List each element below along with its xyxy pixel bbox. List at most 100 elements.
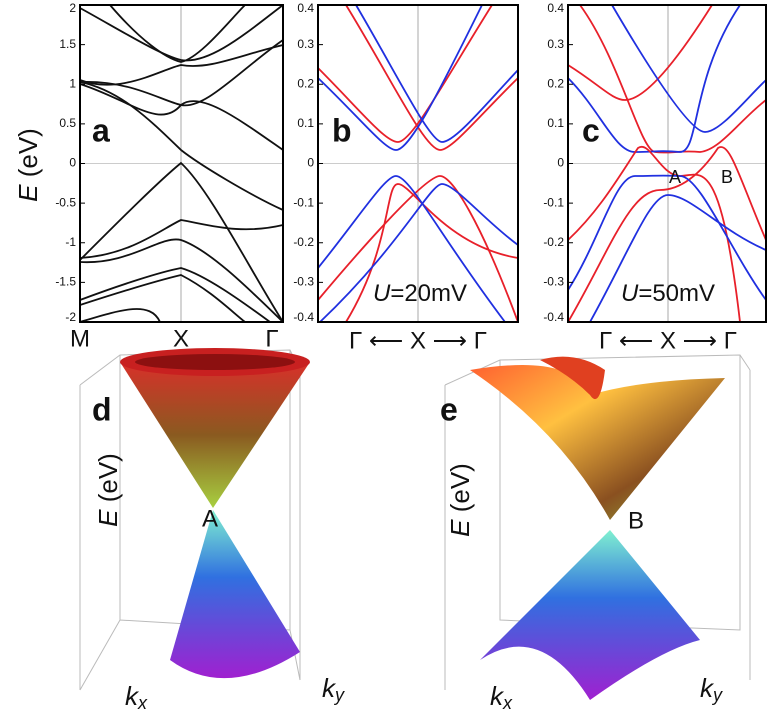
- annotation: U=50mV: [621, 280, 715, 307]
- y-tick-label: 0.3: [547, 37, 564, 51]
- band: [79, 81, 284, 211]
- y-tick-label: -0.2: [293, 235, 314, 249]
- x-tick-label: M: [70, 325, 90, 352]
- k-label: kx: [490, 681, 513, 713]
- band: [355, 4, 519, 143]
- y-tick-label: -0.2: [543, 235, 564, 249]
- y-tick-label: -0.4: [543, 310, 564, 324]
- annotation-var: U: [621, 280, 639, 307]
- y-tick-label: -0.3: [543, 275, 564, 289]
- point-label: A: [202, 505, 218, 532]
- upper-surface: [470, 365, 725, 520]
- panel-label: a: [92, 112, 110, 148]
- k-label: ky: [700, 673, 723, 705]
- band: [79, 267, 271, 323]
- y-axis-unit: (eV): [13, 128, 43, 177]
- y-tick-label: -2: [65, 310, 76, 324]
- panel-b-bands: [317, 4, 519, 323]
- band: [579, 4, 767, 154]
- band: [79, 161, 284, 323]
- band: [79, 238, 284, 323]
- panel-d-surface: [79, 348, 310, 691]
- y-tick-label: 1.5: [59, 37, 76, 51]
- y-axis-label: E (eV): [13, 128, 43, 202]
- y-axis-label: E (eV): [93, 453, 123, 527]
- band: [317, 4, 493, 143]
- y-tick-label: 0.5: [59, 116, 76, 130]
- band: [79, 4, 284, 62]
- panel-e-surface: [444, 354, 751, 700]
- point-label: B: [721, 167, 733, 187]
- point-label: A: [669, 167, 681, 187]
- band: [567, 4, 741, 153]
- band: [567, 174, 767, 301]
- y-tick-label: 0.3: [297, 37, 314, 51]
- k-sub: x: [137, 693, 148, 713]
- y-axis-var: E: [445, 519, 475, 537]
- y-tick-label: -0.1: [293, 195, 314, 209]
- band: [589, 194, 767, 323]
- y-axis-unit: (eV): [93, 453, 123, 502]
- k-sub: y: [333, 685, 345, 705]
- lower-surface: [480, 530, 700, 700]
- k-sub: x: [502, 693, 513, 713]
- y-tick-label: 0.4: [547, 1, 564, 15]
- panel-a-bands: [79, 4, 284, 323]
- y-tick-label: -0.4: [293, 310, 314, 324]
- band: [317, 175, 519, 323]
- x-tick-label: X: [173, 325, 189, 352]
- band: [567, 4, 713, 101]
- band: [317, 4, 483, 151]
- y-tick-label: 0.1: [547, 116, 564, 130]
- x-tick-label: Γ: [265, 325, 278, 352]
- annotation-text: =20mV: [390, 280, 467, 307]
- annotation-text: =50mV: [638, 280, 715, 307]
- upper-cone: [120, 362, 310, 508]
- y-tick-label: 0.4: [297, 1, 314, 15]
- y-tick-label: 2: [69, 1, 76, 15]
- band: [79, 308, 161, 323]
- y-axis-var: E: [93, 509, 123, 527]
- panel-label: b: [332, 112, 352, 148]
- box: [444, 354, 751, 690]
- band: [109, 4, 246, 63]
- y-tick-label: -1: [65, 235, 76, 249]
- band: [567, 145, 741, 323]
- band: [79, 44, 284, 86]
- panel-label: c: [582, 112, 600, 148]
- y-tick-label: -0.5: [55, 195, 76, 209]
- k-label: ky: [322, 673, 345, 705]
- band: [345, 4, 519, 151]
- point-label: B: [628, 507, 644, 534]
- k-label: kx: [125, 681, 148, 713]
- annotation: U=20mV: [373, 280, 467, 307]
- lower-cone: [170, 510, 300, 679]
- band: [611, 4, 767, 133]
- y-axis-unit: (eV): [445, 463, 475, 512]
- y-axis-var: E: [13, 184, 43, 202]
- k-sub: y: [711, 685, 723, 705]
- x-axis-label: Γ ⟵ X ⟶ Γ: [349, 327, 487, 354]
- band: [319, 183, 519, 323]
- band: [567, 146, 767, 323]
- annotation-var: U: [373, 280, 391, 307]
- x-axis-label: Γ ⟵ X ⟶ Γ: [599, 327, 737, 354]
- y-tick-label: -0.3: [293, 275, 314, 289]
- y-tick-label: 0.2: [297, 76, 314, 90]
- y-axis-label: E (eV): [445, 463, 475, 537]
- y-tick-label: 0: [69, 156, 76, 170]
- band: [79, 219, 284, 259]
- k-base: k: [490, 681, 505, 711]
- k-base: k: [322, 673, 337, 703]
- y-tick-label: 0.1: [297, 116, 314, 130]
- panel-label: e: [440, 391, 458, 427]
- y-tick-label: 0: [307, 156, 314, 170]
- y-tick-label: -1.5: [55, 275, 76, 289]
- y-tick-label: 0.2: [547, 76, 564, 90]
- band: [79, 83, 284, 151]
- k-base: k: [700, 673, 715, 703]
- band: [345, 183, 519, 323]
- y-tick-label: 0: [557, 156, 564, 170]
- band: [317, 175, 506, 323]
